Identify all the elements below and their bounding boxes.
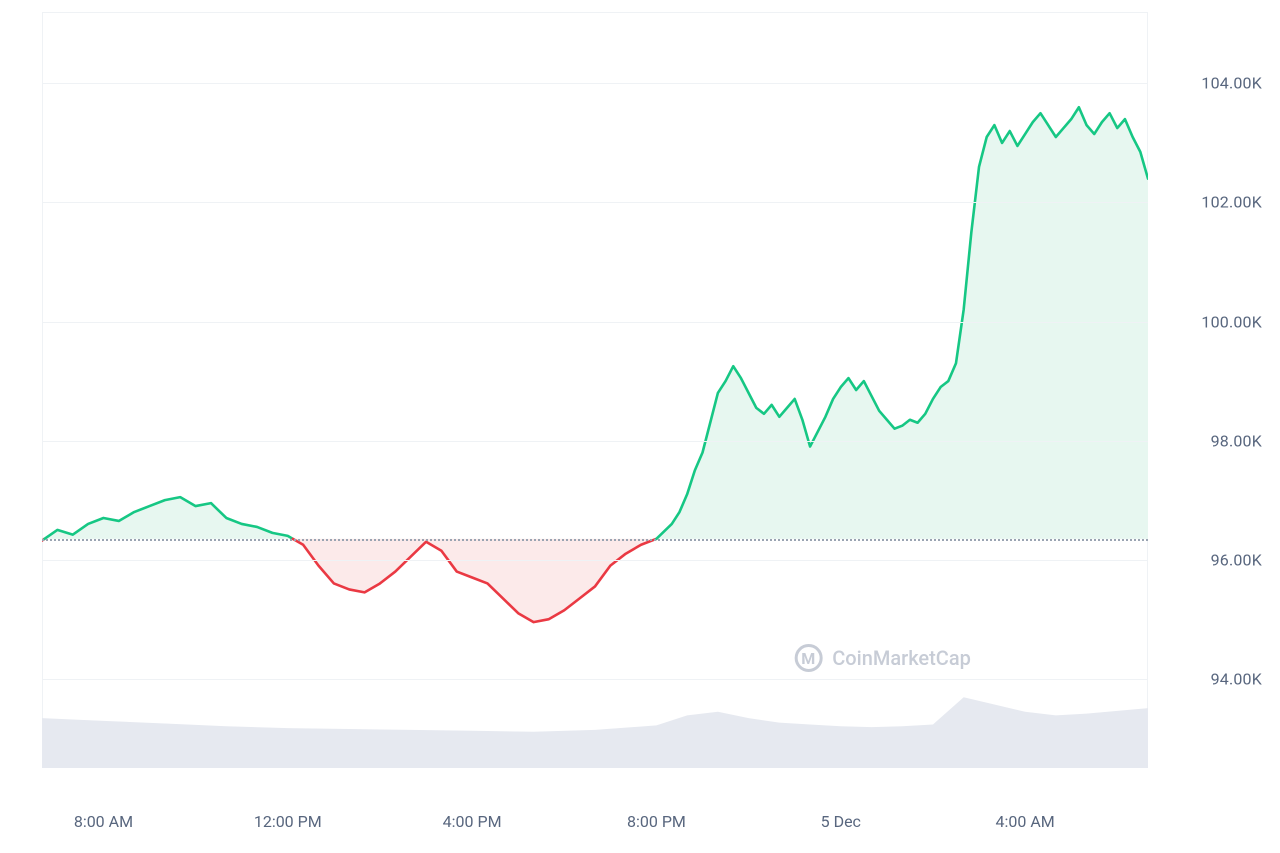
grid-line — [42, 322, 1148, 323]
area-up — [45, 497, 293, 539]
grid-line — [42, 441, 1148, 442]
grid-line — [42, 560, 1148, 561]
y-axis-label: 96.00K — [1211, 550, 1262, 569]
grid-line — [42, 83, 1148, 84]
x-axis-label: 8:00 PM — [627, 812, 686, 831]
grid-line — [42, 679, 1148, 680]
x-axis-label: 4:00 AM — [995, 812, 1054, 831]
x-axis-label: 4:00 PM — [443, 812, 502, 831]
volume-area — [42, 697, 1148, 768]
x-axis-label: 12:00 PM — [254, 812, 322, 831]
y-axis-label: 102.00K — [1201, 193, 1262, 212]
area-up — [656, 107, 1148, 539]
watermark-text: CoinMarketCap — [832, 646, 971, 670]
y-axis-label: 100.00K — [1201, 312, 1262, 331]
plot-svg — [0, 0, 1280, 853]
y-axis-label: 104.00K — [1201, 74, 1262, 93]
watermark-logo-icon: M — [794, 644, 822, 672]
area-down — [293, 539, 657, 622]
x-axis-label: 5 Dec — [821, 812, 861, 831]
watermark: M CoinMarketCap — [794, 644, 971, 672]
y-axis-label: 98.00K — [1211, 431, 1262, 450]
x-axis-label: 8:00 AM — [74, 812, 133, 831]
baseline-dotted — [42, 539, 1148, 541]
y-axis-label: 94.00K — [1211, 669, 1262, 688]
price-chart[interactable]: M CoinMarketCap 94.00K 96.00K 98.00K 100.00… — [0, 0, 1280, 853]
grid-line — [42, 202, 1148, 203]
